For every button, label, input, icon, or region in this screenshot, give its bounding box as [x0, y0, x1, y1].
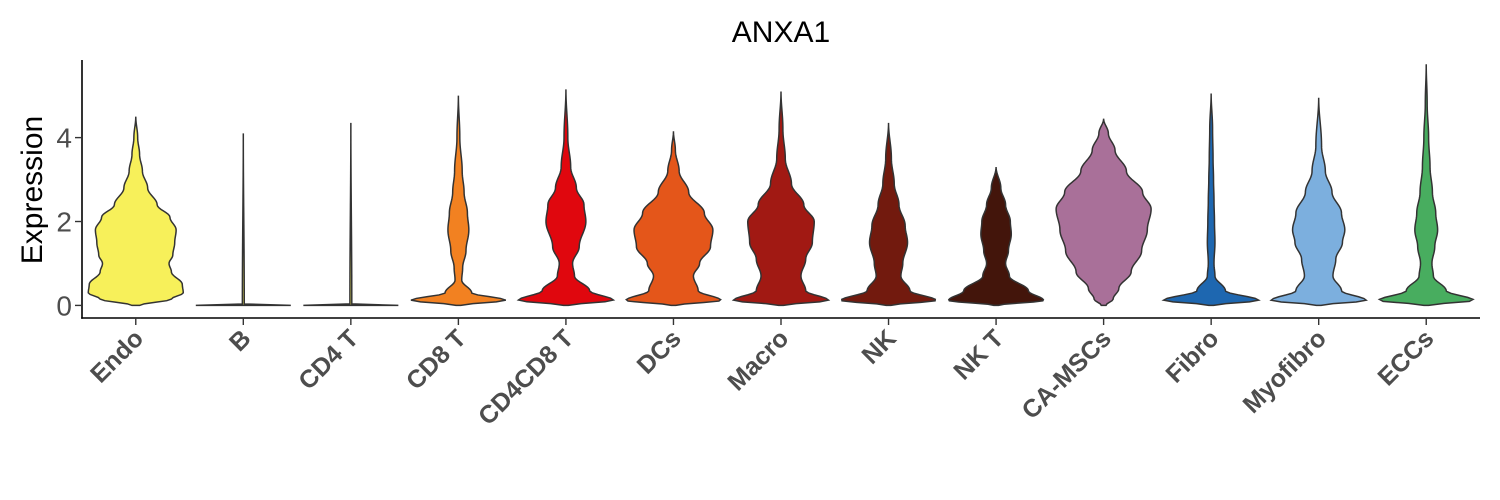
violin-dcs — [625, 131, 722, 307]
violin-fibro — [1161, 93, 1261, 307]
violin-cd4-t — [303, 122, 399, 307]
x-tick-label: Macro — [722, 324, 794, 396]
x-tick-label: ECCs — [1372, 324, 1439, 391]
violin-nk — [840, 122, 937, 307]
x-tick-label: CD4CD8 T — [473, 324, 579, 430]
x-tick-label: NK — [856, 324, 901, 369]
y-ticks: 0 2 4 — [56, 123, 82, 321]
violin-nk-t — [947, 166, 1045, 307]
violin-myofibro — [1269, 97, 1368, 307]
violin-eccs — [1377, 64, 1475, 307]
violin-macro — [731, 91, 831, 307]
x-tick-label: CD8 T — [401, 324, 472, 395]
x-tick-label: Fibro — [1160, 324, 1224, 388]
x-tick-label: CD4 T — [293, 324, 364, 395]
violin-cd8-t — [410, 95, 507, 307]
violin-endo — [87, 116, 185, 307]
y-tick-label: 2 — [56, 207, 72, 238]
chart-title: ANXA1 — [732, 16, 830, 49]
x-tick-label: DCs — [632, 324, 687, 379]
x-ticks: Endo B CD4 T CD8 T CD4CD8 T DCs Macro NK NK T CA-… — [85, 318, 1439, 431]
y-tick-label: 4 — [56, 123, 72, 154]
x-tick-label: B — [224, 324, 257, 357]
x-tick-label: Endo — [85, 324, 149, 388]
x-tick-label: CA-MSCs — [1016, 324, 1116, 424]
violin-cd4cd8-t — [516, 89, 616, 307]
x-tick-label: Myofibro — [1238, 324, 1332, 418]
violin-ca-mscs — [1055, 118, 1152, 307]
violin-group — [87, 64, 1475, 307]
x-tick-label: NK T — [948, 324, 1009, 385]
violin-b — [195, 133, 291, 307]
y-axis-label: Expression — [16, 116, 49, 264]
y-tick-label: 0 — [56, 290, 72, 321]
